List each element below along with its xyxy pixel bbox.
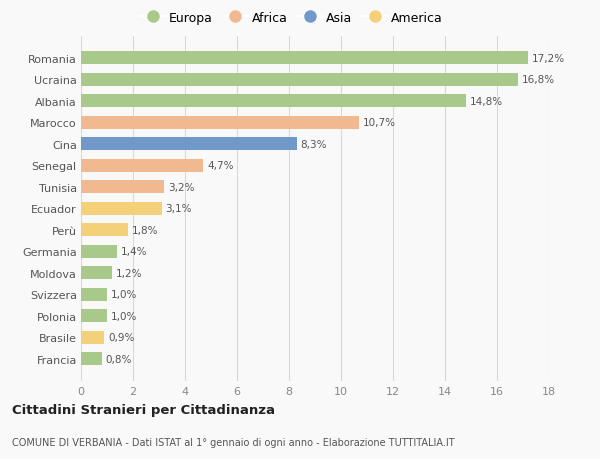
Text: 1,2%: 1,2% (116, 268, 143, 278)
Text: 1,0%: 1,0% (111, 290, 137, 300)
Text: 17,2%: 17,2% (532, 54, 565, 64)
Bar (81, 74, 518, 87)
Bar (81, 202, 161, 215)
Bar (81, 138, 297, 151)
Bar (81, 353, 102, 365)
Text: 8,3%: 8,3% (301, 140, 327, 150)
Text: 14,8%: 14,8% (470, 97, 503, 106)
Text: 1,8%: 1,8% (132, 225, 158, 235)
Bar (81, 117, 359, 129)
Bar (81, 224, 128, 237)
Text: 4,7%: 4,7% (207, 161, 233, 171)
Text: 1,0%: 1,0% (111, 311, 137, 321)
Text: 1,4%: 1,4% (121, 247, 148, 257)
Bar (81, 309, 107, 323)
Bar (81, 267, 112, 280)
Text: COMUNE DI VERBANIA - Dati ISTAT al 1° gennaio di ogni anno - Elaborazione TUTTIT: COMUNE DI VERBANIA - Dati ISTAT al 1° ge… (12, 437, 455, 447)
Text: 16,8%: 16,8% (522, 75, 555, 85)
Bar (81, 181, 164, 194)
Bar (81, 331, 104, 344)
Legend: Europa, Africa, Asia, America: Europa, Africa, Asia, America (138, 9, 445, 27)
Bar (81, 95, 466, 108)
Text: Cittadini Stranieri per Cittadinanza: Cittadini Stranieri per Cittadinanza (12, 403, 275, 416)
Bar (81, 245, 118, 258)
Text: 0,9%: 0,9% (108, 332, 134, 342)
Bar (81, 52, 528, 65)
Text: 3,2%: 3,2% (168, 182, 194, 192)
Text: 3,1%: 3,1% (166, 204, 192, 214)
Bar (81, 160, 203, 173)
Bar (81, 288, 107, 301)
Text: 0,8%: 0,8% (106, 354, 132, 364)
Text: 10,7%: 10,7% (363, 118, 396, 128)
